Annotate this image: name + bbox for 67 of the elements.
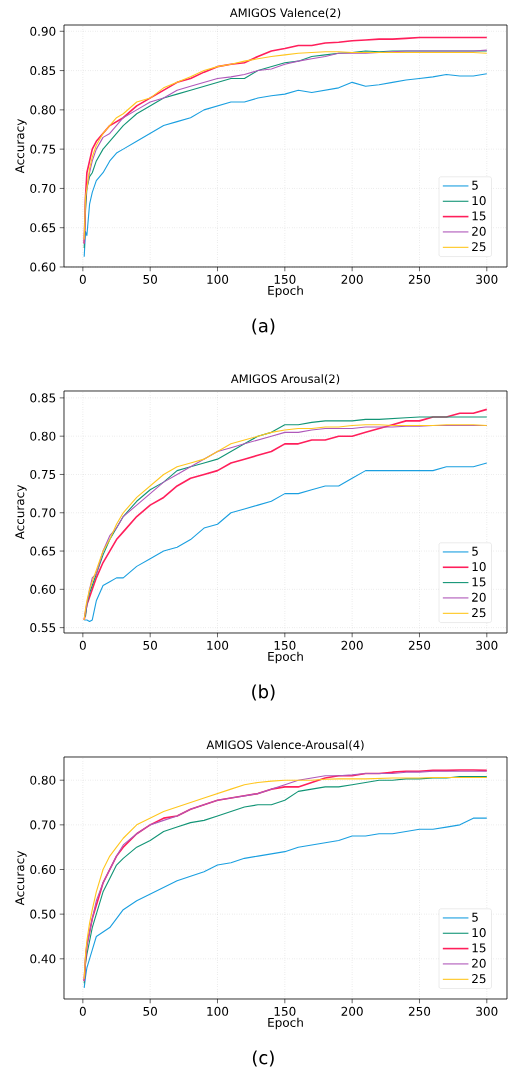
x-tick-label: 250 <box>408 640 431 650</box>
x-tick-label: 250 <box>408 1006 431 1016</box>
text: (a) <box>252 318 275 335</box>
y-tick-label: 0.65 <box>30 223 56 233</box>
y-tick-label: 0.80 <box>30 105 56 115</box>
x-tick-label: 0 <box>79 274 86 284</box>
x-axis-title: Epoch <box>268 285 303 298</box>
y-tick-label: 0.70 <box>30 183 56 193</box>
legend-label: 15 <box>472 211 486 221</box>
y-tick-label: 0.80 <box>30 775 56 785</box>
y-tick-label: 0.65 <box>30 546 56 556</box>
x-tick-label: 50 <box>143 1006 158 1016</box>
y-tick-label: 0.55 <box>30 623 56 633</box>
legend-label: 10 <box>472 928 486 938</box>
chart-title: AMIGOS Valence-Arousal(4) <box>206 740 364 751</box>
legend-label: 25 <box>472 974 486 984</box>
y-tick-label: 0.60 <box>30 584 56 594</box>
x-tick-label: 250 <box>408 274 431 284</box>
x-tick-label: 300 <box>476 274 498 284</box>
text: (b) <box>252 684 275 701</box>
y-axis-title: Accuracy <box>15 118 27 174</box>
y-tick-label: 0.70 <box>30 820 56 830</box>
x-tick-label: 100 <box>207 1006 229 1016</box>
legend-label: 20 <box>472 226 486 236</box>
y-axis-title: Accuracy <box>15 484 27 540</box>
y-tick-label: 0.60 <box>30 864 56 875</box>
x-tick-label: 0 <box>79 640 86 650</box>
x-axis-title: Epoch <box>268 1017 303 1030</box>
y-tick-label: 0.50 <box>30 909 56 919</box>
legend-label: 10 <box>472 562 486 572</box>
legend-label: 5 <box>472 546 478 556</box>
y-tick-label: 0.60 <box>30 262 56 272</box>
x-tick-label: 300 <box>476 640 498 650</box>
legend-label: 20 <box>472 592 486 602</box>
x-tick-label: 50 <box>143 274 158 284</box>
x-tick-label: 200 <box>341 1006 363 1016</box>
y-tick-label: 0.85 <box>30 393 56 403</box>
x-tick-label: 150 <box>274 640 296 650</box>
x-tick-label: 100 <box>207 640 229 650</box>
y-tick-label: 0.85 <box>30 66 56 76</box>
y-tick-label: 0.75 <box>30 144 56 154</box>
y-axis-title: Accuracy <box>15 850 27 906</box>
y-tick-label: 0.75 <box>30 469 56 480</box>
y-tick-label: 0.40 <box>30 954 56 964</box>
legend-label: 10 <box>472 196 486 206</box>
x-tick-label: 100 <box>207 274 229 284</box>
x-tick-label: 50 <box>143 640 158 650</box>
y-tick-label: 0.90 <box>30 26 56 36</box>
chart-title: AMIGOS Arousal(2) <box>230 374 340 385</box>
y-tick-label: 0.80 <box>30 431 56 441</box>
y-tick-label: 0.70 <box>30 508 56 518</box>
legend-label: 20 <box>472 958 486 968</box>
x-tick-label: 150 <box>274 1006 296 1016</box>
legend-label: 5 <box>472 912 478 922</box>
text: (c) <box>252 1050 274 1067</box>
legend-label: 25 <box>472 242 486 252</box>
legend-label: 25 <box>472 608 486 618</box>
x-tick-label: 0 <box>79 1006 86 1016</box>
chart-title: AMIGOS Valence(2) <box>229 8 341 19</box>
x-tick-label: 200 <box>341 640 363 650</box>
x-axis-title: Epoch <box>268 651 303 664</box>
x-tick-label: 300 <box>476 1006 498 1016</box>
x-tick-label: 150 <box>274 274 296 284</box>
x-tick-label: 200 <box>341 274 363 284</box>
legend-label: 15 <box>472 943 486 953</box>
legend-label: 5 <box>472 180 478 190</box>
legend-label: 15 <box>472 577 486 587</box>
